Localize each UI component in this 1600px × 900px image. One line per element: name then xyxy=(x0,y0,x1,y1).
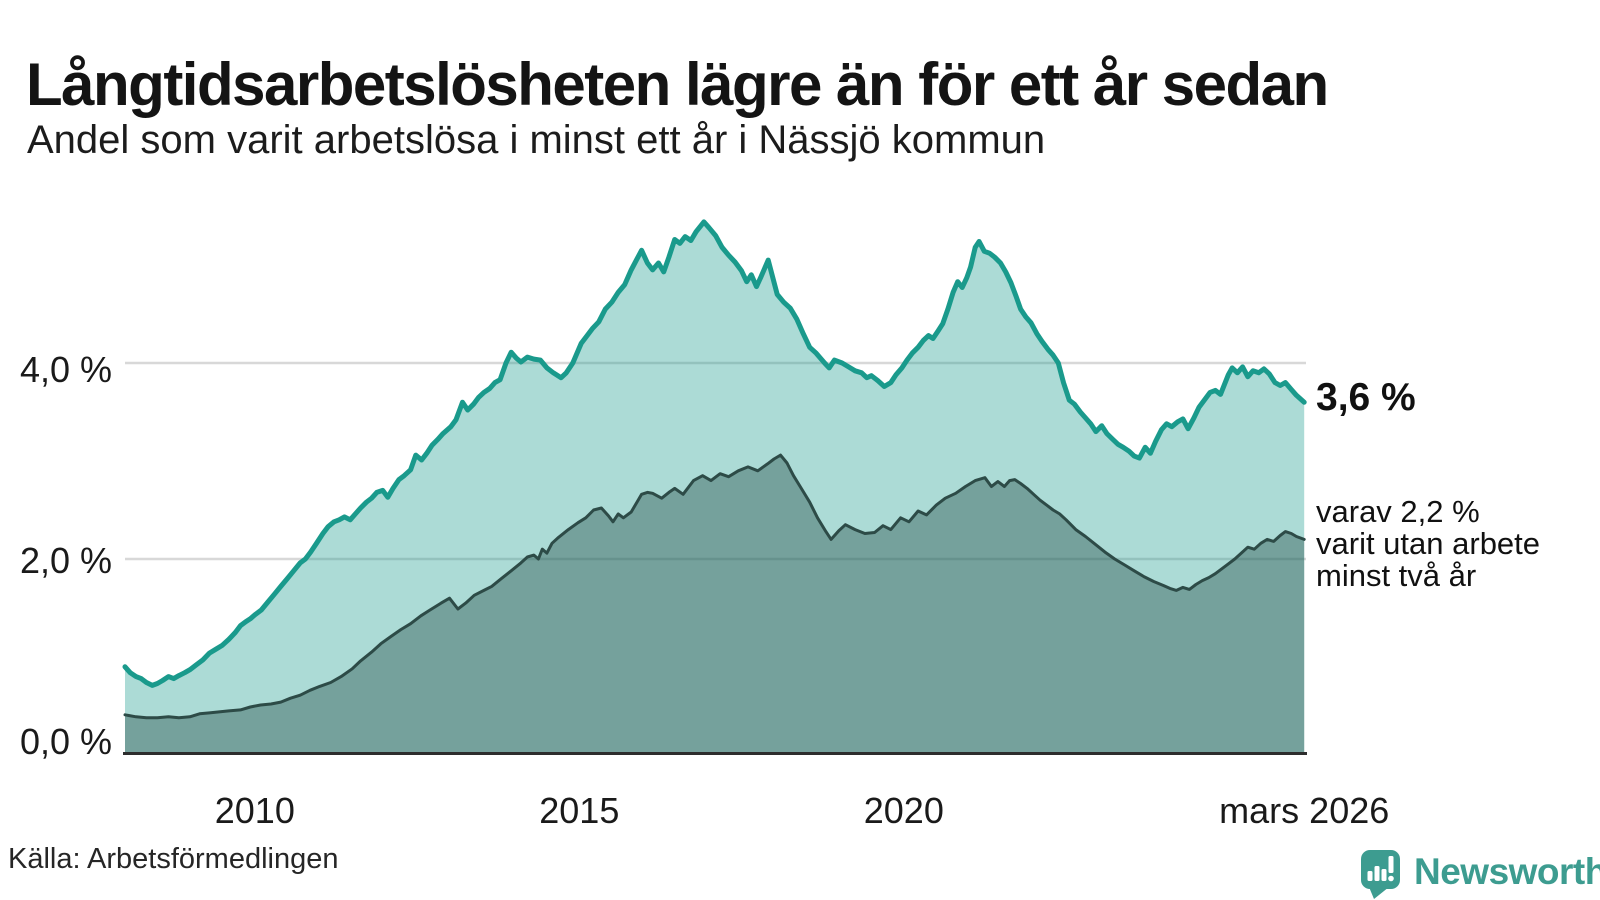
series1-end-value-label: 3,6 % xyxy=(1316,376,1416,419)
series2-line xyxy=(123,453,1306,720)
y-axis-tick-label: 2,0 % xyxy=(19,540,112,581)
speech-bubble-bar-chart-icon xyxy=(1361,850,1400,899)
series2-area xyxy=(125,455,1305,755)
page-title: Långtidsarbetslösheten lägre än för ett … xyxy=(26,51,1329,119)
newsworthy-logo-text: Newsworthy xyxy=(1414,851,1600,892)
x-axis-tick-label: 2015 xyxy=(539,790,620,831)
series2-annotation: varav 2,2 % varit utan arbete minst två år xyxy=(1316,494,1541,594)
series2-annotation-line: minst två år xyxy=(1316,558,1477,594)
series1-line xyxy=(122,219,1307,688)
newsworthy-logo: Newsworthy xyxy=(1360,848,1600,900)
x-axis-tick-label: 2010 xyxy=(214,790,295,831)
series2-annotation-line: varit utan arbete xyxy=(1316,526,1541,562)
y-axis-tick-label: 4,0 % xyxy=(19,349,112,390)
page-subtitle: Andel som varit arbetslösa i minst ett å… xyxy=(27,118,1046,162)
series1-area xyxy=(125,221,1305,755)
series2-annotation-line: varav 2,2 % xyxy=(1316,494,1480,529)
y-axis-tick-label: 0,0 % xyxy=(19,721,112,762)
source-label: Källa: Arbetsförmedlingen xyxy=(8,843,339,875)
x-axis-tick-label: 2020 xyxy=(863,790,944,831)
x-axis-tick-label: mars 2026 xyxy=(1219,790,1390,831)
